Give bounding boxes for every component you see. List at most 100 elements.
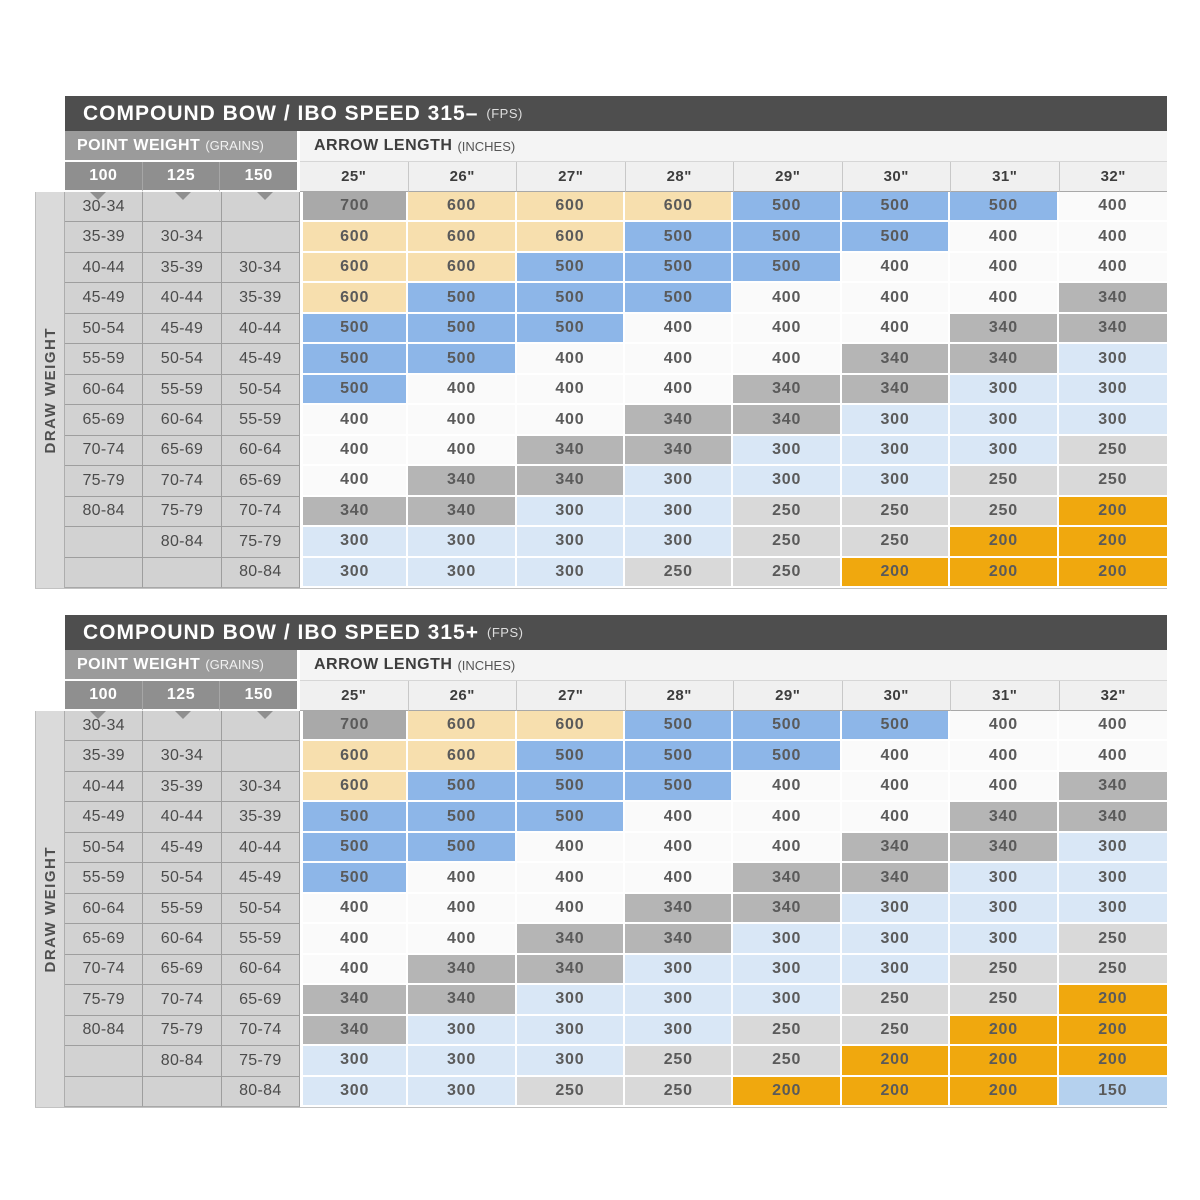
table-row: 55-59 50-54 45-49 500 500 400 400 400 340 340 300 bbox=[65, 344, 1167, 375]
spine-value-cell: 300 bbox=[625, 466, 734, 497]
spine-value-cell: 340 bbox=[841, 832, 951, 864]
spine-value-cell: 250 bbox=[950, 466, 1059, 497]
spine-value-cell: 300 bbox=[1058, 893, 1167, 925]
spine-value-cell: 200 bbox=[1058, 1015, 1167, 1047]
spine-value-cell: 340 bbox=[1058, 771, 1167, 803]
table-row: 80-84 75-79 300 300 300 250 250 200 200 200 bbox=[65, 1046, 1167, 1077]
draw-weight-cell: 35-39 bbox=[143, 252, 222, 284]
spine-value-cell: 300 bbox=[408, 557, 517, 589]
table-row: 55-59 50-54 45-49 500 400 400 400 340 340 300 300 bbox=[65, 863, 1167, 894]
point-weight-header: POINT WEIGHT (GRAINS) bbox=[65, 650, 300, 681]
spine-value-cell: 500 bbox=[299, 313, 409, 345]
spine-value-cell: 400 bbox=[408, 893, 517, 925]
spine-value-cell: 500 bbox=[299, 832, 409, 864]
spine-value-cell: 300 bbox=[625, 954, 734, 986]
spine-value-cell: 300 bbox=[299, 1046, 409, 1077]
spine-value-cell: 500 bbox=[950, 192, 1059, 223]
draw-weight-cell: 30-34 bbox=[143, 741, 222, 772]
point-weight-header: POINT WEIGHT (GRAINS) bbox=[65, 131, 300, 162]
draw-weight-cell: 50-54 bbox=[221, 893, 300, 925]
spine-value-cell: 340 bbox=[516, 924, 626, 955]
draw-weight-cell: 35-39 bbox=[65, 741, 144, 772]
spine-value-cell: 300 bbox=[950, 924, 1059, 955]
point-weight-unit: (GRAINS) bbox=[205, 138, 264, 153]
spine-value-cell: 400 bbox=[841, 802, 951, 833]
column-marker-icon bbox=[257, 192, 273, 200]
spine-value-cell: 200 bbox=[841, 1046, 951, 1077]
spine-value-cell: 300 bbox=[625, 496, 734, 528]
draw-weight-cell: 50-54 bbox=[143, 863, 222, 894]
spine-value-cell: 250 bbox=[625, 557, 734, 589]
spine-value-cell: 400 bbox=[733, 313, 842, 345]
spine-value-cell: 300 bbox=[841, 405, 951, 436]
spine-value-cell: 500 bbox=[625, 283, 734, 314]
spine-value-cell: 500 bbox=[299, 802, 409, 833]
point-weight-label: POINT WEIGHT bbox=[77, 136, 201, 154]
draw-weight-cell: 80-84 bbox=[65, 496, 144, 528]
arrow-length-column-header: 32" bbox=[1059, 681, 1167, 711]
spine-value-cell: 300 bbox=[950, 405, 1059, 436]
spine-value-cell: 400 bbox=[841, 283, 951, 314]
spine-value-cell: 340 bbox=[1058, 313, 1167, 345]
draw-weight-cell: 55-59 bbox=[143, 374, 222, 406]
spine-value-cell: 250 bbox=[841, 496, 951, 528]
spine-value-cell: 400 bbox=[733, 344, 842, 375]
draw-weight-cell: 60-64 bbox=[221, 954, 300, 986]
chart-title-bar: COMPOUND BOW / IBO SPEED 315– (FPS) bbox=[65, 96, 1167, 131]
spine-value-cell: 340 bbox=[1058, 283, 1167, 314]
spine-value-cell: 200 bbox=[841, 557, 951, 589]
spine-value-cell: 500 bbox=[625, 252, 734, 284]
spine-value-cell: 340 bbox=[950, 313, 1059, 345]
column-marker-icon bbox=[90, 192, 106, 200]
column-marker-icon bbox=[257, 711, 273, 719]
table-row: 80-84 300 300 250 250 200 200 200 150 bbox=[65, 1076, 1167, 1108]
spine-value-cell: 400 bbox=[1058, 711, 1167, 742]
spine-value-cell: 250 bbox=[733, 1046, 842, 1077]
spine-value-cell: 340 bbox=[516, 954, 626, 986]
draw-weight-cell: 45-49 bbox=[221, 344, 300, 375]
draw-weight-cell: 65-69 bbox=[221, 466, 300, 497]
table-row: 60-64 55-59 50-54 400 400 400 340 340 300 300 300 bbox=[65, 893, 1167, 925]
point-weight-columns: 100 125 150 bbox=[65, 162, 300, 192]
draw-weight-cell: 40-44 bbox=[143, 802, 222, 833]
draw-weight-cell: 45-49 bbox=[221, 863, 300, 894]
spine-value-cell: 300 bbox=[841, 954, 951, 986]
spine-value-cell: 600 bbox=[625, 192, 734, 223]
spine-value-cell: 600 bbox=[299, 741, 409, 772]
draw-weight-cell: 65-69 bbox=[143, 954, 222, 986]
spine-value-cell: 500 bbox=[516, 741, 626, 772]
spine-value-cell: 500 bbox=[733, 252, 842, 284]
spine-value-cell: 200 bbox=[950, 1046, 1059, 1077]
point-weight-column-header: 125 bbox=[142, 681, 221, 711]
draw-weight-cell: 80-84 bbox=[221, 557, 300, 589]
table-row: 80-84 300 300 300 250 250 200 200 200 bbox=[65, 557, 1167, 589]
draw-weight-strip: DRAW WEIGHT bbox=[35, 192, 65, 588]
spine-value-cell: 340 bbox=[408, 466, 517, 497]
point-weight-column-header: 150 bbox=[220, 681, 298, 711]
spine-value-cell: 250 bbox=[733, 557, 842, 589]
point-weight-column-header: 100 bbox=[65, 162, 143, 192]
spine-value-cell: 500 bbox=[408, 313, 517, 345]
spine-value-cell: 250 bbox=[733, 496, 842, 528]
draw-weight-cell: 65-69 bbox=[143, 435, 222, 467]
point-weight-columns: 100 125 150 bbox=[65, 681, 300, 711]
spine-value-cell: 400 bbox=[625, 832, 734, 864]
arrow-length-unit: (INCHES) bbox=[457, 657, 516, 673]
spine-value-cell: 200 bbox=[1058, 527, 1167, 558]
spine-value-cell: 500 bbox=[841, 222, 951, 253]
spine-value-cell: 400 bbox=[408, 405, 517, 436]
spine-value-cell: 500 bbox=[299, 374, 409, 406]
draw-weight-cell: 70-74 bbox=[65, 954, 144, 986]
spine-value-cell: 500 bbox=[625, 741, 734, 772]
spine-value-cell: 340 bbox=[625, 405, 734, 436]
draw-weight-cell: 75-79 bbox=[221, 527, 300, 558]
spine-value-cell: 700 bbox=[299, 192, 409, 223]
spine-value-cell: 400 bbox=[408, 924, 517, 955]
spine-value-cell: 500 bbox=[299, 863, 409, 894]
spine-value-cell: 340 bbox=[625, 893, 734, 925]
point-weight-column-header: 100 bbox=[65, 681, 143, 711]
spine-value-cell: 500 bbox=[625, 771, 734, 803]
spine-value-cell: 340 bbox=[733, 405, 842, 436]
draw-weight-cell: 70-74 bbox=[65, 435, 144, 467]
draw-weight-cell: 60-64 bbox=[221, 435, 300, 467]
